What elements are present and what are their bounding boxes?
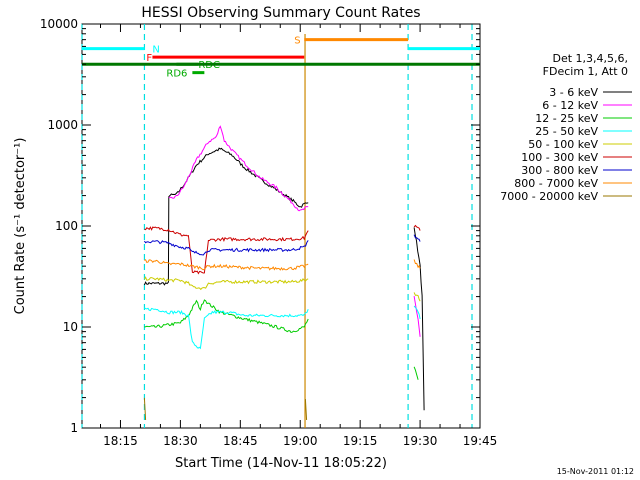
series-line bbox=[413, 227, 425, 411]
plot-area bbox=[81, 23, 481, 429]
legend-entry-label: 12 - 25 keV bbox=[535, 112, 598, 125]
legend-entry-label: 50 - 100 keV bbox=[528, 138, 598, 151]
series-line bbox=[413, 366, 419, 380]
series-line bbox=[413, 259, 421, 269]
series-line bbox=[413, 292, 421, 302]
series-line bbox=[144, 258, 309, 271]
flag-label: S bbox=[294, 36, 300, 47]
series-line bbox=[413, 224, 421, 231]
night-boundaries bbox=[81, 24, 473, 428]
x-tick-label: 19:15 bbox=[343, 434, 378, 448]
legend-entry-label: 25 - 50 keV bbox=[535, 125, 598, 138]
x-tick-label: 18:15 bbox=[103, 434, 138, 448]
y-tick-label: 1000 bbox=[47, 118, 78, 132]
flag-bars: NFSRDCRD6 bbox=[82, 36, 480, 80]
plot-frame bbox=[81, 23, 481, 429]
y-tick-label: 10 bbox=[63, 320, 78, 334]
x-tick-label: 19:00 bbox=[283, 434, 318, 448]
x-tick-label: 19:45 bbox=[463, 434, 498, 448]
legend-header: FDecim 1, Att 0 bbox=[543, 65, 628, 78]
legend-entry-label: 7000 - 20000 keV bbox=[500, 190, 598, 203]
legend-entry-label: 300 - 800 keV bbox=[521, 164, 598, 177]
series-line bbox=[413, 305, 421, 320]
legend-header: Det 1,3,4,5,6, bbox=[552, 52, 628, 65]
series-line bbox=[413, 296, 421, 337]
series-line bbox=[304, 398, 308, 421]
x-axis-label: Start Time (14-Nov-11 18:05:22) bbox=[175, 456, 387, 471]
series-line bbox=[143, 397, 147, 421]
series-lines bbox=[143, 125, 425, 421]
y-tick-label: 1 bbox=[70, 421, 78, 435]
x-tick-label: 18:45 bbox=[223, 434, 258, 448]
y-tick-label: 100 bbox=[55, 219, 78, 233]
series-line bbox=[143, 276, 309, 291]
series-line bbox=[144, 226, 309, 275]
series-line bbox=[143, 240, 309, 256]
legend-entry-label: 3 - 6 keV bbox=[549, 86, 598, 99]
y-tick-label: 10000 bbox=[40, 17, 78, 31]
series-line bbox=[144, 307, 309, 350]
series-line bbox=[413, 234, 421, 242]
legend-entry-label: 6 - 12 keV bbox=[542, 99, 598, 112]
legend-entry-label: 800 - 7000 keV bbox=[514, 177, 598, 190]
legend-entry-label: 100 - 300 keV bbox=[521, 151, 598, 164]
footer-date: 15-Nov-2011 01:12 bbox=[557, 467, 634, 476]
x-tick-label: 18:30 bbox=[163, 434, 198, 448]
flag-label: N bbox=[152, 45, 159, 56]
axes: 1 10 100 1000 10000 18:15 18:30 18:45 19:00 19:15… bbox=[40, 17, 497, 448]
chart-title: HESSI Observing Summary Count Rates bbox=[141, 5, 420, 21]
y-axis-label: Count Rate (s⁻¹ detector⁻¹) bbox=[13, 138, 28, 315]
flag-label: F bbox=[146, 53, 152, 64]
legend: Det 1,3,4,5,6,FDecim 1, Att 0 3 - 6 keV6 … bbox=[500, 52, 632, 203]
flag-label: RD6 bbox=[166, 69, 187, 80]
series-line bbox=[168, 125, 309, 212]
x-tick-label: 19:30 bbox=[403, 434, 438, 448]
